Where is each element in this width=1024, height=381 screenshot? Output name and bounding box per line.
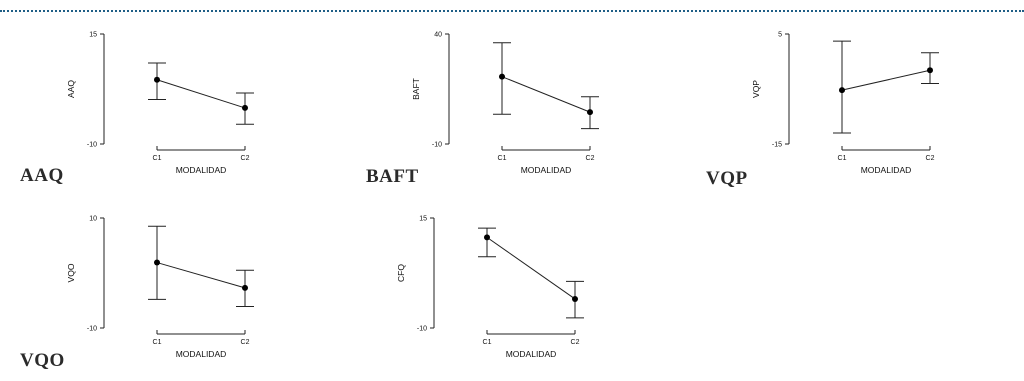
top-dotted-divider	[0, 10, 1024, 12]
series-line	[841, 69, 931, 91]
y-tick-label: -10	[87, 326, 97, 333]
x-axis-title: MODALIDAD	[176, 349, 227, 359]
chart-panel-baft: 40 -10 BAFT C1 C2 MODALIDAD	[405, 25, 645, 195]
x-tick-label: C1	[153, 339, 162, 346]
chart-panel-vqp: 5 -15 VQP C1 C2 MODALIDAD	[745, 25, 985, 195]
data-point	[839, 87, 845, 94]
series-line	[156, 262, 246, 289]
x-axis-title: MODALIDAD	[506, 349, 557, 359]
x-tick-label: C2	[571, 339, 580, 346]
data-point	[154, 76, 160, 83]
y-tick-label: 15	[89, 32, 97, 39]
y-tick-label: 15	[419, 216, 427, 223]
data-point	[242, 284, 248, 291]
caption-aaq: AAQ	[20, 165, 64, 186]
data-point	[572, 295, 578, 302]
x-tick-label: C2	[241, 155, 250, 162]
y-axis-title: BAFT	[411, 78, 421, 100]
x-tick-label: C2	[926, 155, 935, 162]
x-tick-label: C1	[483, 339, 492, 346]
data-point	[242, 104, 248, 111]
y-axis-title: CFQ	[396, 264, 406, 282]
data-point	[154, 259, 160, 266]
chart-panel-vqo: 10 -10 VQO C1 C2 MODALIDAD	[60, 209, 300, 379]
series-line	[501, 76, 591, 113]
series-line	[486, 236, 576, 300]
y-axis-title: AAQ	[66, 80, 76, 98]
caption-vqp: VQP	[706, 168, 748, 189]
y-axis-title: VQO	[66, 263, 76, 282]
y-tick-label: -10	[417, 326, 427, 333]
y-tick-label: -15	[772, 142, 782, 149]
x-tick-label: C2	[586, 155, 595, 162]
data-point	[587, 109, 593, 116]
x-axis-title: MODALIDAD	[861, 165, 912, 175]
x-tick-label: C1	[498, 155, 507, 162]
data-point	[927, 67, 933, 74]
y-tick-label: -10	[87, 142, 97, 149]
data-point	[484, 234, 490, 241]
caption-baft: BAFT	[366, 166, 419, 187]
x-axis-title: MODALIDAD	[176, 165, 227, 175]
x-tick-label: C1	[838, 155, 847, 162]
caption-vqo: VQO	[20, 350, 65, 371]
y-tick-label: 5	[778, 32, 782, 39]
x-axis-title: MODALIDAD	[521, 165, 572, 175]
x-tick-label: C1	[153, 155, 162, 162]
y-tick-label: 10	[89, 216, 97, 223]
chart-panel-aaq: 15 -10 AAQ C1 C2 MODALIDAD	[60, 25, 300, 195]
y-tick-label: -10	[432, 142, 442, 149]
x-tick-label: C2	[241, 339, 250, 346]
y-axis-title: VQP	[751, 80, 761, 98]
data-point	[499, 73, 505, 80]
y-tick-label: 40	[434, 32, 442, 39]
chart-panel-cfq: 15 -10 CFQ C1 C2 MODALIDAD	[390, 209, 630, 379]
series-line	[156, 79, 246, 109]
